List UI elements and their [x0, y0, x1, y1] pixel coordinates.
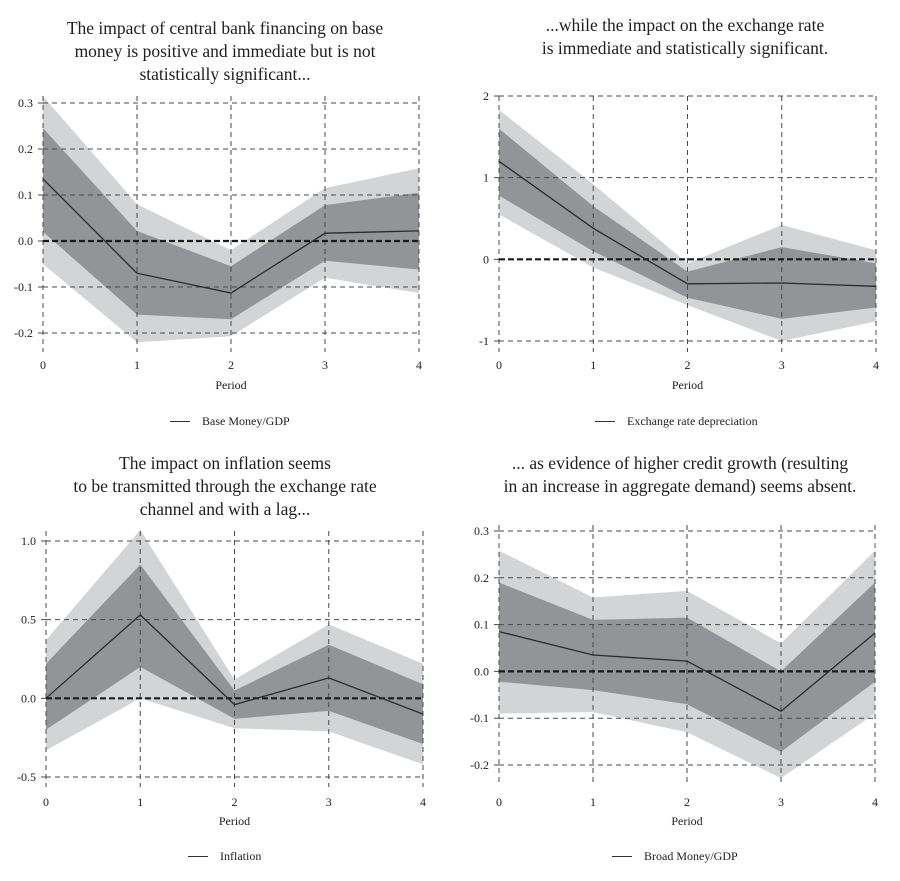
y-tick-label: 0.1 [474, 618, 489, 632]
panel-1-legend: Base Money/GDP [170, 414, 290, 429]
y-tick-label: -0.2 [470, 758, 489, 772]
panel-4-legend: Broad Money/GDP [612, 849, 738, 864]
x-tick-label: 0 [43, 795, 49, 809]
x-tick-label: 2 [232, 795, 238, 809]
x-tick-label: 0 [496, 358, 502, 372]
x-tick-label: 2 [228, 358, 234, 372]
panel-3-title-line: to be transmitted through the exchange r… [73, 476, 377, 496]
panel-2-title: ...while the impact on the exchange rate… [465, 14, 900, 60]
panel-4-title-line: ... as evidence of higher credit growth … [511, 453, 849, 473]
legend-line-swatch [170, 421, 190, 422]
panel-1-title-line: money is positive and immediate but is n… [74, 41, 376, 61]
series-line [498, 160, 877, 287]
chart-panel-4: 0.3 0.2 0.1 0.0 -0.1 -0.2 0 1 2 3 4 Period [470, 524, 878, 828]
x-tick-label: 4 [872, 795, 878, 809]
chart-panel-2: 2 1 0 -1 0 1 2 3 4 Period [479, 89, 879, 392]
x-axis-title: Period [219, 814, 250, 828]
y-tick-label: 2 [483, 89, 489, 103]
x-tick-label: 3 [779, 358, 785, 372]
panel-2-legend-label: Exchange rate depreciation [627, 414, 758, 428]
y-tick-label: -0.2 [14, 326, 33, 340]
y-tick-label: -0.5 [17, 770, 36, 784]
panel-3-legend: Inflation [188, 849, 261, 864]
series-line [42, 178, 420, 294]
panel-4-title-line: in an increase in aggregate demand) seem… [503, 476, 857, 496]
panel-1-title: The impact of central bank financing on … [20, 17, 430, 86]
legend-line-swatch [595, 421, 615, 422]
panel-2-title-line: is immediate and statistically significa… [541, 38, 829, 58]
panel-3-title-line: The impact on inflation seems [119, 453, 331, 473]
panel-1-legend-label: Base Money/GDP [202, 414, 290, 428]
x-tick-label: 1 [590, 358, 596, 372]
y-tick-label: 0.1 [18, 188, 33, 202]
panel-4-legend-label: Broad Money/GDP [644, 849, 738, 863]
panel-4-title: ... as evidence of higher credit growth … [455, 452, 900, 498]
legend-line-swatch [612, 856, 632, 857]
x-tick-label: 3 [326, 795, 332, 809]
x-tick-label: 1 [134, 358, 140, 372]
x-tick-label: 4 [873, 358, 879, 372]
x-tick-label: 0 [496, 795, 502, 809]
x-axis-title: Period [672, 378, 703, 392]
y-tick-label: 1.0 [21, 534, 36, 548]
panel-3-legend-label: Inflation [220, 849, 262, 863]
panel-1-title-line: The impact of central bank financing on … [66, 18, 384, 38]
x-tick-label: 2 [684, 795, 690, 809]
y-tick-label: 0.3 [18, 96, 33, 110]
chart-panel-3: 1.0 0.5 0.0 -0.5 0 1 2 3 4 Period [17, 530, 426, 828]
y-tick-label: 0.3 [474, 524, 489, 538]
y-tick-label: -1 [479, 334, 489, 348]
x-tick-label: 3 [778, 795, 784, 809]
y-tick-label: 0 [483, 252, 489, 266]
y-tick-label: 1 [483, 171, 489, 185]
series-line [45, 614, 424, 715]
panel-3-title-line: channel and with a lag... [139, 499, 311, 519]
x-tick-label: 4 [420, 795, 426, 809]
x-tick-label: 2 [685, 358, 691, 372]
panel-2-title-line: ...while the impact on the exchange rate [545, 15, 825, 35]
panel-1-title-line: statistically significant... [139, 64, 311, 84]
y-tick-label: 0.0 [18, 234, 33, 248]
x-axis-title: Period [215, 378, 246, 392]
panel-3-title: The impact on inflation seems to be tran… [20, 452, 430, 521]
y-tick-label: -0.1 [14, 280, 33, 294]
y-tick-label: 0.0 [474, 664, 489, 678]
legend-line-swatch [188, 856, 208, 857]
y-tick-label: 0.5 [21, 613, 36, 627]
x-axis-title: Period [671, 814, 702, 828]
chart-panel-1: 0.3 0.2 0.1 0.0 -0.1 -0.2 0 1 2 3 4 Period [14, 96, 422, 392]
y-tick-label: 0.0 [21, 691, 36, 705]
x-tick-label: 1 [590, 795, 596, 809]
x-tick-label: 3 [322, 358, 328, 372]
panel-2-legend: Exchange rate depreciation [595, 414, 758, 429]
x-tick-label: 1 [137, 795, 143, 809]
x-tick-label: 4 [416, 358, 422, 372]
y-tick-label: -0.1 [470, 711, 489, 725]
y-tick-label: 0.2 [18, 142, 33, 156]
x-tick-label: 0 [40, 358, 46, 372]
y-tick-label: 0.2 [474, 571, 489, 585]
